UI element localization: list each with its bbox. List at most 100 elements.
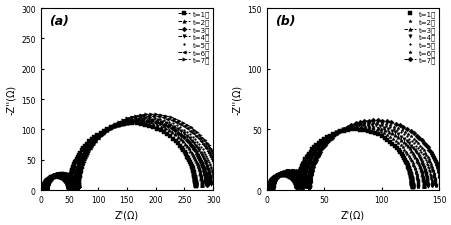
t=3天	[43, 182, 49, 184]
t=2天	[358, 127, 363, 129]
t=3天	[362, 125, 367, 128]
t=6天	[268, 189, 273, 191]
t=6天	[215, 181, 220, 184]
t=5天	[269, 183, 274, 186]
t=1天	[41, 185, 47, 187]
t=1天	[266, 189, 271, 191]
t=1天	[41, 189, 46, 191]
t=5天	[211, 182, 216, 185]
Line: t=7天: t=7天	[270, 119, 442, 192]
t=3天	[139, 119, 144, 122]
t=5天	[44, 182, 50, 185]
t=3天	[43, 182, 49, 185]
t=3天	[267, 189, 272, 191]
t=5天	[43, 189, 48, 191]
t=6天	[44, 189, 49, 191]
t=5天	[365, 122, 371, 125]
Text: (a): (a)	[49, 14, 69, 27]
t=4天	[424, 185, 429, 188]
t=7天	[269, 189, 274, 191]
t=7天	[219, 181, 224, 183]
t=4天	[207, 183, 213, 186]
t=1天	[267, 182, 272, 185]
t=2天	[43, 182, 48, 185]
t=5天	[270, 181, 275, 184]
t=4天	[42, 189, 48, 191]
Line: t=4天: t=4天	[268, 123, 428, 192]
Line: t=7天: t=7天	[45, 113, 223, 192]
t=6天	[215, 182, 221, 184]
t=3天	[267, 184, 273, 187]
t=5天	[428, 184, 434, 187]
t=6天	[45, 182, 51, 184]
Legend: t=1天, t=2天, t=3天, t=4天, t=5天, t=6天, t=7天: t=1天, t=2天, t=3天, t=4天, t=5天, t=6天, t=7天	[402, 11, 436, 65]
t=3天	[42, 184, 48, 187]
t=4天	[44, 182, 49, 184]
t=3天	[268, 181, 274, 184]
t=2天	[415, 185, 420, 188]
t=4天	[141, 118, 147, 121]
t=2天	[199, 184, 204, 187]
t=4天	[43, 184, 49, 187]
t=7天	[148, 113, 154, 116]
t=1天	[352, 128, 358, 131]
t=6天	[270, 180, 275, 183]
t=4天	[267, 189, 272, 191]
Y-axis label: -Z''(Ω): -Z''(Ω)	[231, 85, 241, 115]
t=3天	[42, 189, 47, 191]
t=4天	[267, 189, 272, 191]
t=7天	[46, 182, 51, 184]
t=1天	[41, 189, 46, 191]
t=6天	[44, 184, 50, 187]
Line: t=4天: t=4天	[43, 117, 212, 192]
t=2天	[42, 184, 47, 187]
t=4天	[360, 124, 365, 126]
t=4天	[424, 185, 429, 187]
t=7天	[45, 184, 50, 187]
t=6天	[269, 181, 275, 184]
t=2天	[415, 186, 420, 188]
Line: t=3天: t=3天	[43, 119, 208, 192]
t=6天	[369, 121, 375, 124]
t=3天	[203, 184, 209, 186]
X-axis label: Z'(Ω): Z'(Ω)	[115, 209, 138, 219]
Line: t=3天: t=3天	[268, 124, 425, 192]
t=7天	[44, 189, 50, 191]
t=6天	[145, 115, 151, 117]
t=5天	[268, 189, 273, 191]
X-axis label: Z'(Ω): Z'(Ω)	[340, 209, 364, 219]
t=2天	[42, 182, 48, 185]
Line: t=2天: t=2天	[42, 121, 203, 192]
t=5天	[268, 189, 273, 191]
t=1天	[409, 186, 414, 189]
t=2天	[266, 184, 272, 187]
t=5天	[211, 182, 216, 185]
Line: t=2天: t=2天	[267, 126, 419, 192]
t=1天	[41, 189, 46, 191]
t=6天	[44, 189, 49, 191]
t=3天	[420, 185, 426, 188]
t=7天	[46, 182, 51, 185]
t=4天	[42, 189, 48, 191]
t=5天	[43, 189, 48, 191]
t=2天	[267, 182, 272, 184]
Line: t=5天: t=5天	[44, 116, 216, 192]
Line: t=1天: t=1天	[41, 122, 197, 192]
t=1天	[267, 182, 272, 185]
t=1天	[42, 183, 47, 186]
t=1天	[409, 186, 414, 188]
Line: t=1天: t=1天	[267, 128, 414, 192]
t=3天	[42, 189, 47, 191]
t=4天	[44, 182, 49, 185]
t=7天	[370, 119, 375, 122]
t=1天	[42, 183, 47, 186]
t=3天	[420, 185, 426, 188]
t=4天	[42, 189, 48, 191]
Legend: t=1天, t=2天, t=3天, t=4天, t=5天, t=6天, t=7天: t=1天, t=2天, t=3天, t=4天, t=5天, t=6天, t=7天	[177, 11, 211, 65]
t=7天	[44, 189, 50, 191]
t=2天	[266, 189, 271, 191]
t=7天	[269, 189, 274, 191]
t=2天	[133, 121, 138, 124]
t=5天	[44, 184, 49, 187]
Line: t=6天: t=6天	[269, 121, 437, 192]
